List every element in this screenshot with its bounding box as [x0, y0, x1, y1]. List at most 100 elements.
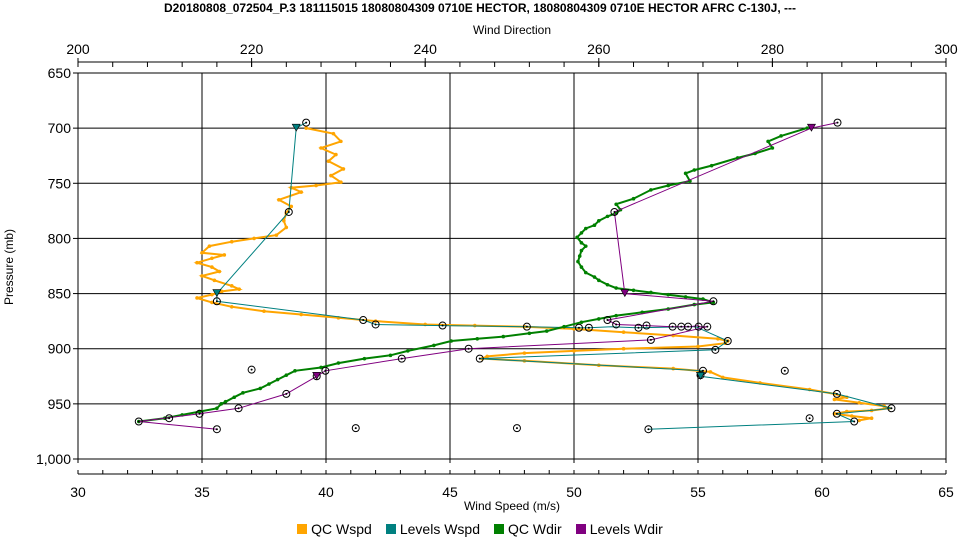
level-circle-marker [642, 321, 651, 330]
series-point-0 [207, 244, 212, 248]
y-tick-label: 1,000 [36, 451, 71, 467]
series-point-0 [252, 236, 256, 241]
series-point-0 [721, 375, 725, 380]
level-circle-marker [247, 365, 256, 374]
x-bottom-tick-label: 35 [194, 484, 210, 500]
level-circle-marker [603, 316, 612, 325]
level-circle-marker [584, 323, 593, 332]
triangle-marker [620, 289, 630, 298]
series-point-0 [832, 397, 837, 402]
series-point-0 [329, 173, 333, 178]
level-circle-marker [512, 424, 521, 433]
y-tick-label: 900 [48, 341, 72, 357]
series-point-0 [237, 287, 241, 291]
series-point-0 [716, 336, 720, 341]
series-point-0 [195, 296, 199, 300]
series-point-0 [217, 269, 222, 274]
level-circle-dot [783, 369, 786, 372]
level-circle-dot [726, 339, 729, 342]
level-circle-marker [709, 297, 718, 306]
level-circle-marker [371, 320, 380, 329]
series-point-2 [219, 402, 224, 406]
series-point-2 [614, 202, 618, 207]
level-circle-dot [478, 357, 481, 360]
series-point-2 [449, 339, 454, 343]
level-circle-dot [354, 427, 357, 430]
level-circle-marker [522, 322, 531, 331]
series-point-2 [258, 386, 263, 391]
level-circle-marker [195, 409, 204, 418]
level-circle-dot [467, 347, 470, 350]
x-bottom-tick-label: 65 [938, 484, 954, 500]
level-circle-dot [649, 338, 652, 341]
series-point-0 [849, 414, 854, 418]
level-circle-dot [525, 325, 528, 328]
level-circle-marker [832, 389, 841, 398]
level-circle-marker [359, 316, 368, 325]
y-axis-label: Pressure (mb) [2, 229, 16, 305]
series-point-0 [621, 346, 626, 351]
level-circle-dot [835, 392, 838, 395]
series-point-2 [614, 313, 618, 318]
y-tick-label: 650 [48, 65, 72, 81]
series-point-2 [544, 329, 549, 333]
series-point-2 [575, 235, 579, 240]
series-point-2 [579, 265, 584, 269]
level-circle-dot [687, 325, 690, 328]
level-circle-marker [351, 424, 360, 433]
series-point-2 [597, 278, 601, 283]
legend-item: QC Wspd [297, 521, 372, 537]
series-point-2 [779, 134, 783, 138]
series-line-0 [193, 127, 893, 422]
legend-label: Levels Wdir [589, 521, 663, 537]
series-point-0 [229, 239, 234, 244]
series-point-2 [267, 382, 271, 386]
y-tick-label: 750 [48, 175, 72, 191]
series-point-2 [362, 356, 367, 361]
level-circle-marker [234, 404, 243, 413]
level-circle-marker [475, 354, 484, 363]
series-point-2 [336, 361, 341, 365]
legend-swatch [575, 524, 586, 534]
level-circle-dot [836, 121, 839, 124]
level-circle-marker [284, 207, 293, 216]
level-circle-marker [212, 297, 221, 306]
triangle-marker [695, 371, 705, 380]
legend-label: QC Wdir [508, 521, 562, 537]
series-point-2 [597, 317, 601, 321]
y-tick-label: 850 [48, 286, 72, 302]
level-circle-dot [645, 324, 648, 327]
series-point-2 [649, 290, 653, 295]
series-point-2 [284, 373, 289, 377]
series-point-0 [869, 416, 874, 420]
series-point-2 [293, 368, 297, 373]
level-circle-dot [250, 368, 253, 371]
series-point-2 [579, 248, 584, 253]
series-point-0 [200, 274, 204, 278]
triangle-marker [312, 371, 322, 380]
x-top-tick-label: 240 [414, 41, 438, 57]
x-top-tick-label: 200 [66, 41, 90, 57]
bottom-axis-label: Wind Speed (m/s) [464, 499, 560, 513]
y-tick-label: 700 [48, 120, 72, 136]
series-point-0 [341, 167, 346, 171]
triangle-marker [806, 123, 816, 132]
level-circle-dot [613, 210, 616, 213]
series-point-0 [572, 349, 576, 353]
level-circle-dot [287, 210, 290, 213]
triangle-marker [212, 289, 222, 298]
series-point-0 [708, 370, 713, 374]
level-circle-dot [515, 427, 518, 430]
level-circle-marker [887, 404, 896, 413]
x-bottom-tick-label: 50 [566, 484, 582, 500]
x-bottom-tick-label: 45 [442, 484, 458, 500]
series-point-0 [212, 278, 217, 283]
level-circle-dot [701, 369, 704, 372]
series-point-0 [210, 292, 214, 297]
series-point-2 [241, 391, 245, 395]
series-point-0 [339, 180, 343, 184]
legend: QC Wspd Levels Wspd QC Wdir Levels Wdir [0, 518, 960, 540]
series-point-2 [576, 259, 580, 264]
series-point-0 [195, 260, 199, 265]
